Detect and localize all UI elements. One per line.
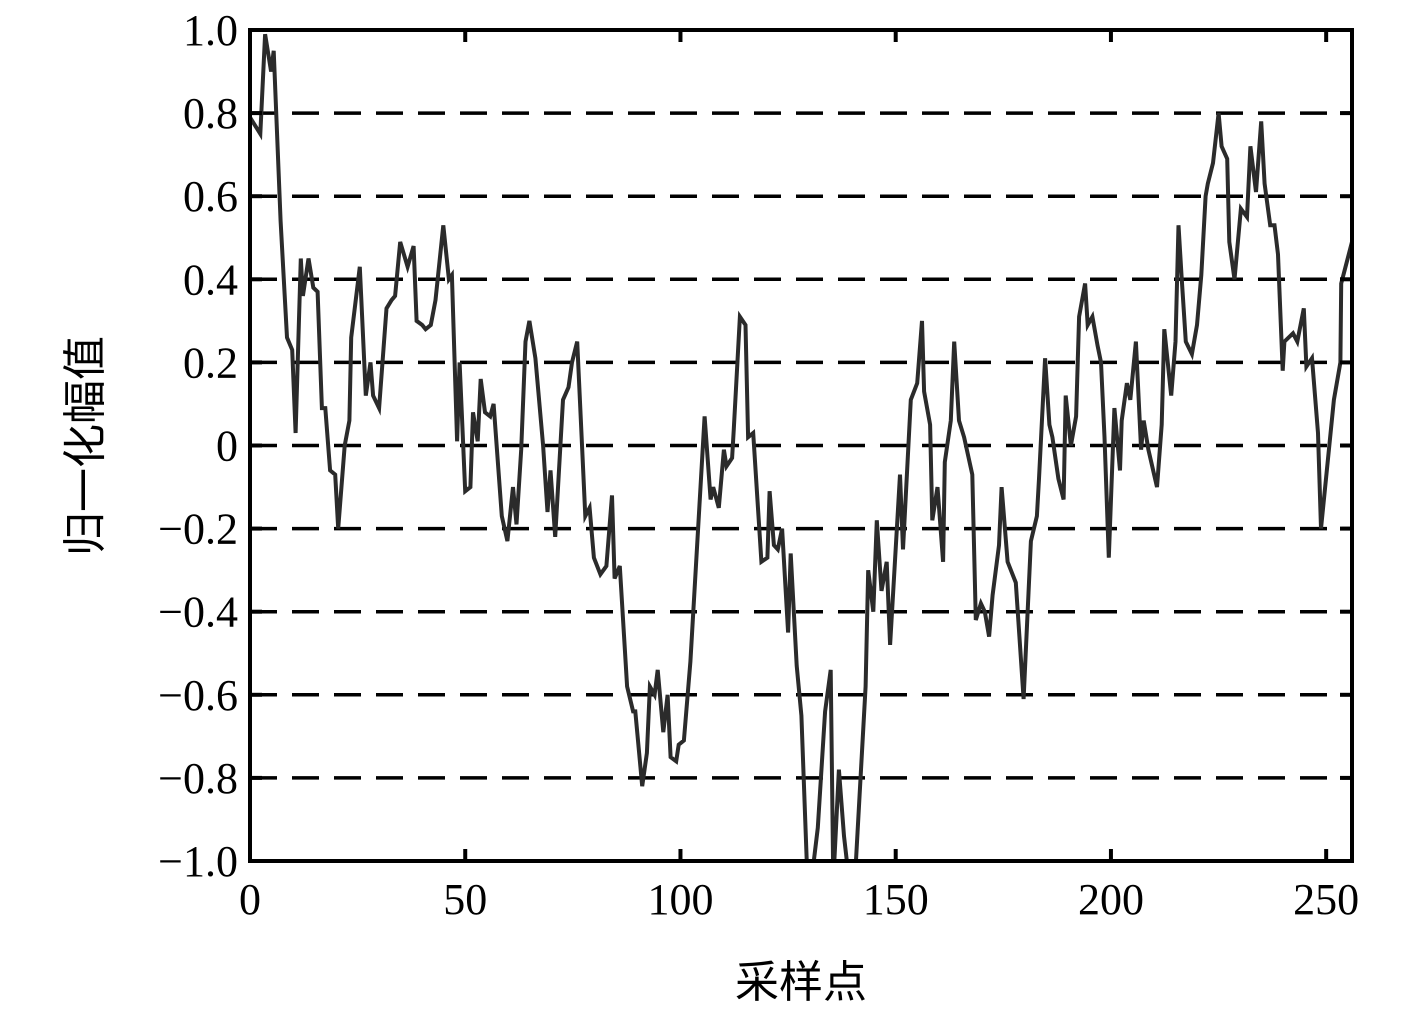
x-tick-labels: 0 50 100 150 200 250	[239, 875, 1359, 924]
y-tick-label: −0.4	[158, 588, 238, 637]
y-tick-labels: 1.0 0.8 0.6 0.4 0.2 0 −0.2 −0.4 −0.6 −0.8 −1.0	[158, 6, 238, 886]
y-tick-label: 0.2	[183, 338, 238, 387]
y-tick-label: 1.0	[183, 6, 238, 55]
y-tick-label: −0.2	[158, 505, 238, 554]
x-tick-label: 150	[863, 875, 929, 924]
x-tick-label: 100	[647, 875, 713, 924]
series-line	[250, 33, 1352, 861]
y-tick-label: −0.8	[158, 754, 238, 803]
y-tick-label: −0.6	[158, 671, 238, 720]
y-tick-label: 0.6	[183, 172, 238, 221]
series-group	[250, 33, 1352, 861]
y-axis-title: 归一化幅值	[60, 336, 111, 556]
x-tick-label: 250	[1293, 875, 1359, 924]
y-tick-label: 0.4	[183, 255, 238, 304]
gridlines	[250, 111, 1352, 780]
axis-ticks	[248, 28, 1352, 863]
x-axis-title: 采样点	[735, 957, 867, 1008]
x-tick-label: 200	[1078, 875, 1144, 924]
x-tick-label: 50	[443, 875, 487, 924]
y-tick-label: −1.0	[158, 837, 238, 886]
y-tick-label: 0.8	[183, 89, 238, 138]
y-tick-label: 0	[216, 422, 238, 471]
x-tick-label: 0	[239, 875, 261, 924]
